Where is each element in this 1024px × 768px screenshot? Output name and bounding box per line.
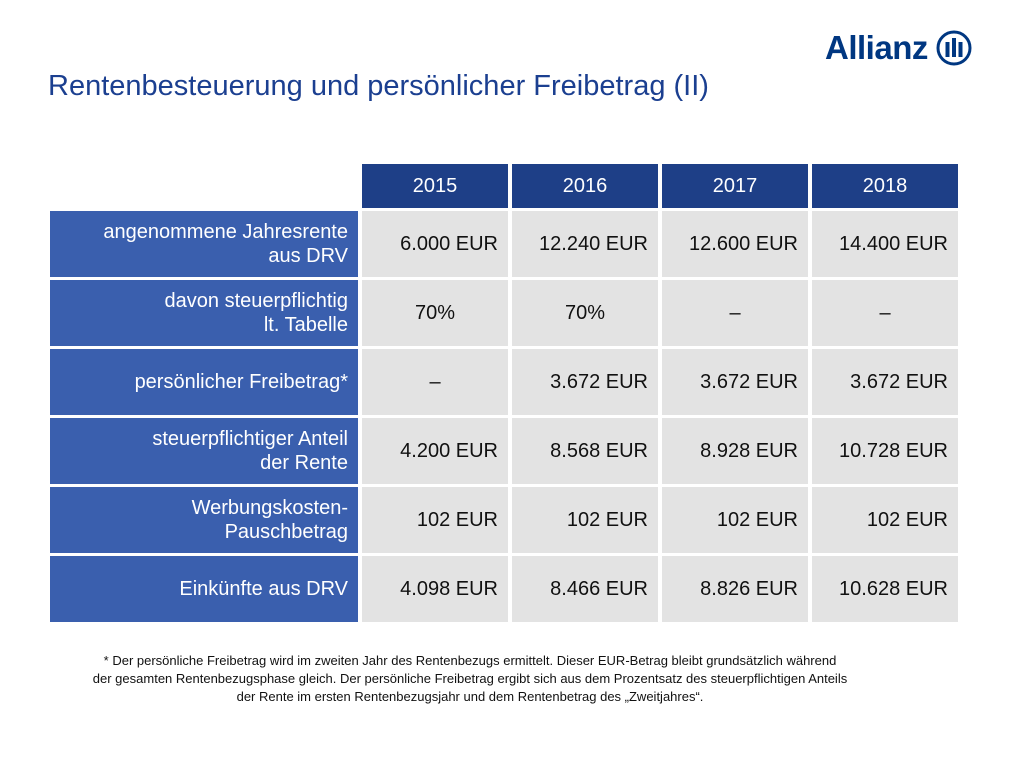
table-cell: 10.728 EUR: [812, 418, 958, 484]
allianz-eagle-icon: [936, 30, 972, 66]
table-corner: [50, 164, 358, 208]
table-cell: –: [362, 349, 508, 415]
year-header: 2017: [662, 164, 808, 208]
table-cell: 3.672 EUR: [812, 349, 958, 415]
table-cell: 102 EUR: [512, 487, 658, 553]
row-label: davon steuerpflichtig lt. Tabelle: [50, 280, 358, 346]
page-title: Rentenbesteuerung und persönlicher Freib…: [48, 70, 709, 102]
table-cell: 12.600 EUR: [662, 211, 808, 277]
row-label: steuerpflichtiger Anteil der Rente: [50, 418, 358, 484]
allianz-logo: Allianz: [825, 26, 972, 70]
row-label: angenommene Jahresrente aus DRV: [50, 211, 358, 277]
year-header: 2016: [512, 164, 658, 208]
year-header: 2018: [812, 164, 958, 208]
table-cell: 4.200 EUR: [362, 418, 508, 484]
table-cell: 3.672 EUR: [512, 349, 658, 415]
row-label: persönlicher Freibetrag*: [50, 349, 358, 415]
table-cell: 14.400 EUR: [812, 211, 958, 277]
row-label: Werbungskosten- Pauschbetrag: [50, 487, 358, 553]
table-cell: 8.826 EUR: [662, 556, 808, 622]
tax-table: 2015 2016 2017 2018 angenommene Jahresre…: [50, 164, 958, 622]
table-cell: 70%: [512, 280, 658, 346]
table-cell: 102 EUR: [812, 487, 958, 553]
table-cell: 3.672 EUR: [662, 349, 808, 415]
table-cell: 8.928 EUR: [662, 418, 808, 484]
logo-wordmark: Allianz: [825, 29, 928, 66]
table-cell: 4.098 EUR: [362, 556, 508, 622]
table-cell: 6.000 EUR: [362, 211, 508, 277]
table-cell: 102 EUR: [362, 487, 508, 553]
table-cell: 102 EUR: [662, 487, 808, 553]
year-header: 2015: [362, 164, 508, 208]
table-cell: –: [662, 280, 808, 346]
footnote-line: * Der persönliche Freibetrag wird im zwe…: [103, 653, 837, 668]
table-cell: 70%: [362, 280, 508, 346]
table-cell: 10.628 EUR: [812, 556, 958, 622]
table-cell: 12.240 EUR: [512, 211, 658, 277]
table-cell: –: [812, 280, 958, 346]
footnote-line: der gesamten Rentenbezugsphase gleich. D…: [92, 671, 848, 686]
table-cell: 8.568 EUR: [512, 418, 658, 484]
row-label: Einkünfte aus DRV: [50, 556, 358, 622]
footnote: * Der persönliche Freibetrag wird im zwe…: [40, 652, 900, 706]
table-cell: 8.466 EUR: [512, 556, 658, 622]
footnote-line: der Rente im ersten Rentenbezugsjahr und…: [236, 689, 704, 704]
